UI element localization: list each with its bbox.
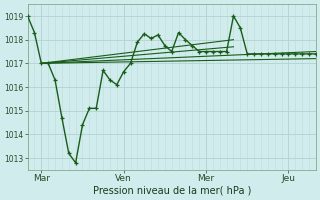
X-axis label: Pression niveau de la mer( hPa ): Pression niveau de la mer( hPa ) [92,186,251,196]
